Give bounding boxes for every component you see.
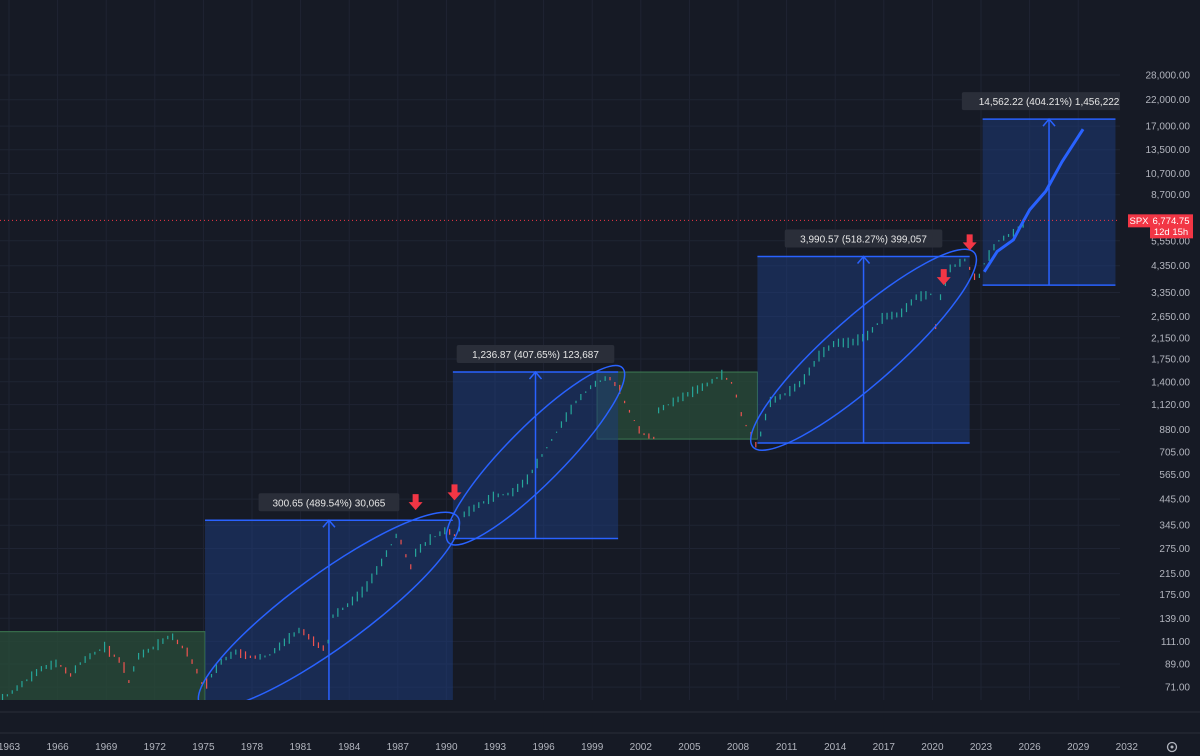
- x-tick-label: 2005: [678, 742, 701, 753]
- gear-icon-ring: [1166, 741, 1178, 753]
- x-tick-label: 1966: [46, 742, 69, 753]
- projection-line[interactable]: [982, 128, 1085, 273]
- y-tick-label: 565.00: [1159, 470, 1190, 481]
- x-tick-label: 2014: [824, 742, 847, 753]
- x-tick-label: 1996: [532, 742, 555, 753]
- y-tick-label: 1,750.00: [1151, 354, 1190, 365]
- y-tick-label: 10,700.00: [1146, 169, 1191, 180]
- price-tag-value: 6,774.75: [1153, 216, 1190, 227]
- x-tick-label: 1987: [387, 742, 410, 753]
- y-tick-label: 139.00: [1159, 614, 1190, 625]
- symbol-tag-bg: [1128, 214, 1150, 228]
- measure-tool[interactable]: 300.65 (489.54%) 30,065: [205, 493, 453, 702]
- y-tick-label: 175.00: [1159, 590, 1190, 601]
- x-tick-label: 2002: [630, 742, 653, 753]
- measure-tool[interactable]: 14,562.22 (404.21%) 1,456,222: [961, 92, 1137, 286]
- down-arrow-icon: [962, 234, 977, 251]
- range-box[interactable]: [596, 371, 758, 440]
- y-tick-label: 5,550.00: [1151, 236, 1190, 247]
- y-tick-label: 17,000.00: [1146, 122, 1191, 133]
- y-tick-label: 111.00: [1161, 637, 1191, 648]
- gear-icon[interactable]: [1166, 741, 1178, 753]
- x-tick-label: 1984: [338, 742, 361, 753]
- measure-label: 300.65 (489.54%) 30,065: [273, 498, 386, 509]
- measure-arrowhead: [528, 370, 543, 380]
- x-tick-label: 2017: [873, 742, 896, 753]
- measure-tool[interactable]: 3,990.57 (518.27%) 399,057: [757, 229, 970, 444]
- y-tick-label: 2,650.00: [1151, 312, 1190, 323]
- x-tick-label: 2026: [1018, 742, 1041, 753]
- measure-label-box: [456, 345, 615, 364]
- y-tick-label: 2,150.00: [1151, 333, 1190, 344]
- y-tick-label: 445.00: [1159, 495, 1190, 506]
- measure-arrowhead: [322, 519, 336, 528]
- x-tick-label: 1993: [484, 742, 507, 753]
- x-tick-label: 2020: [921, 742, 944, 753]
- y-tick-label: 4,350.00: [1151, 261, 1190, 272]
- y-tick-label: 22,000.00: [1146, 95, 1191, 106]
- y-tick-label: 345.00: [1159, 521, 1190, 532]
- y-axis[interactable]: 28,000.00 22,000.00 17,000.00 13,500.00 10,7…: [1120, 0, 1200, 756]
- y-tick-label: 13,500.00: [1146, 145, 1191, 156]
- y-tick-label: 3,350.00: [1151, 288, 1190, 299]
- x-tick-label: 1981: [289, 742, 312, 753]
- down-arrow-icon: [447, 484, 462, 501]
- y-tick-label: 1,400.00: [1151, 377, 1190, 388]
- x-tick-label: 2032: [1116, 742, 1139, 753]
- x-tick-label: 2011: [776, 742, 798, 753]
- y-tick-label: 1,120.00: [1151, 400, 1190, 411]
- measure-label-box: [784, 229, 943, 248]
- down-arrow-icon: [408, 494, 423, 511]
- measure-arrowhead: [1042, 117, 1056, 127]
- trend-ellipse[interactable]: [429, 348, 643, 563]
- x-tick-label: 1969: [95, 742, 118, 753]
- x-axis[interactable]: 1963 1966 1969 1972 1975 1978 1981 1984 1987 1990…: [0, 700, 1200, 756]
- y-tick-label: 71.00: [1165, 683, 1190, 694]
- y-tick-label: 275.00: [1159, 544, 1190, 555]
- x-tick-label: 2023: [970, 742, 993, 753]
- range-box[interactable]: [0, 631, 206, 702]
- x-tick-label: 1975: [192, 742, 215, 753]
- down-arrow-icon: [936, 269, 951, 286]
- y-tick-label: 28,000.00: [1146, 71, 1191, 82]
- measure-label-box: [961, 92, 1137, 111]
- x-tick-label: 1990: [435, 742, 458, 753]
- x-tick-label: 1963: [0, 742, 21, 753]
- measure-label-box: [258, 493, 400, 512]
- x-tick-label: 1999: [581, 742, 604, 753]
- measure-label: 1,236.87 (407.65%) 123,687: [472, 350, 599, 361]
- x-tick-label: 2029: [1067, 742, 1090, 753]
- x-axis-bg: [0, 700, 1200, 756]
- y-tick-label: 8,700.00: [1151, 190, 1190, 201]
- candles: [1, 219, 1024, 701]
- price-tag-bg: [1150, 214, 1193, 239]
- symbol-tag: SPX: [1129, 216, 1149, 227]
- x-tick-label: 1972: [144, 742, 167, 753]
- measure-arrowhead: [856, 255, 871, 264]
- y-tick-label: 89.00: [1165, 659, 1190, 670]
- measure-label: 3,990.57 (518.27%) 399,057: [800, 234, 927, 245]
- y-tick-label: 880.00: [1159, 425, 1190, 436]
- x-tick-label: 2008: [727, 742, 750, 753]
- price-tag-countdown: 12d 15h: [1154, 227, 1188, 238]
- gear-icon-hub: [1170, 745, 1174, 749]
- measure-tool[interactable]: 1,236.87 (407.65%) 123,687: [452, 345, 619, 540]
- y-axis-bg: [1120, 0, 1200, 756]
- y-tick-label: 215.00: [1159, 569, 1190, 580]
- measure-label: 14,562.22 (404.21%) 1,456,222: [979, 97, 1120, 108]
- y-tick-label: 705.00: [1159, 448, 1190, 459]
- trend-ellipse[interactable]: [731, 227, 997, 472]
- x-tick-label: 1978: [241, 742, 264, 753]
